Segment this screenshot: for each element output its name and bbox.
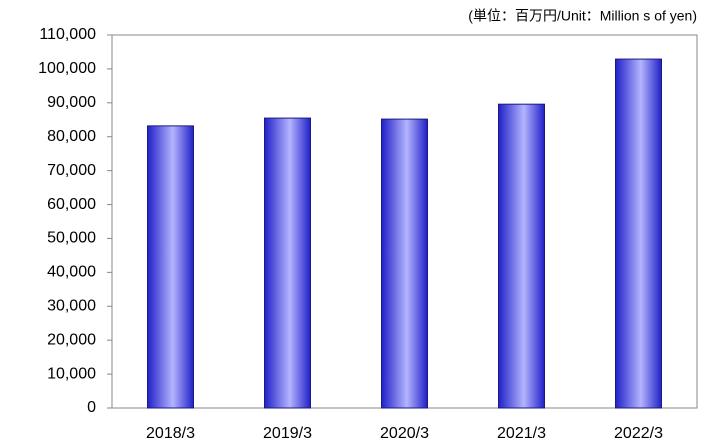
y-tick-label: 20,000: [47, 331, 96, 348]
y-tick-label: 90,000: [47, 94, 96, 111]
bar: [498, 103, 545, 409]
x-tick-label: 2019/3: [263, 425, 312, 442]
y-tick-label: 70,000: [47, 162, 96, 179]
x-tick-label: 2022/3: [614, 425, 663, 442]
y-tick-label: 50,000: [47, 230, 96, 247]
x-tick-label: 2021/3: [497, 425, 546, 442]
x-tick-label: 2020/3: [380, 425, 429, 442]
unit-label: (単位：百万円/Unit：Million s of yen): [468, 8, 697, 24]
bar: [615, 58, 662, 409]
y-tick-label: 110,000: [39, 26, 96, 43]
y-tick-label: 80,000: [47, 128, 96, 145]
x-tick-label: 2018/3: [146, 425, 195, 442]
y-tick-label: 100,000: [38, 60, 96, 77]
bar: [264, 117, 311, 409]
bar: [381, 118, 428, 409]
y-tick-label: 60,000: [47, 196, 96, 213]
y-tick-label: 0: [87, 399, 96, 416]
y-tick-label: 40,000: [47, 264, 96, 281]
y-tick-label: 10,000: [47, 365, 96, 382]
bar: [147, 125, 194, 409]
y-tick-label: 30,000: [47, 297, 96, 314]
